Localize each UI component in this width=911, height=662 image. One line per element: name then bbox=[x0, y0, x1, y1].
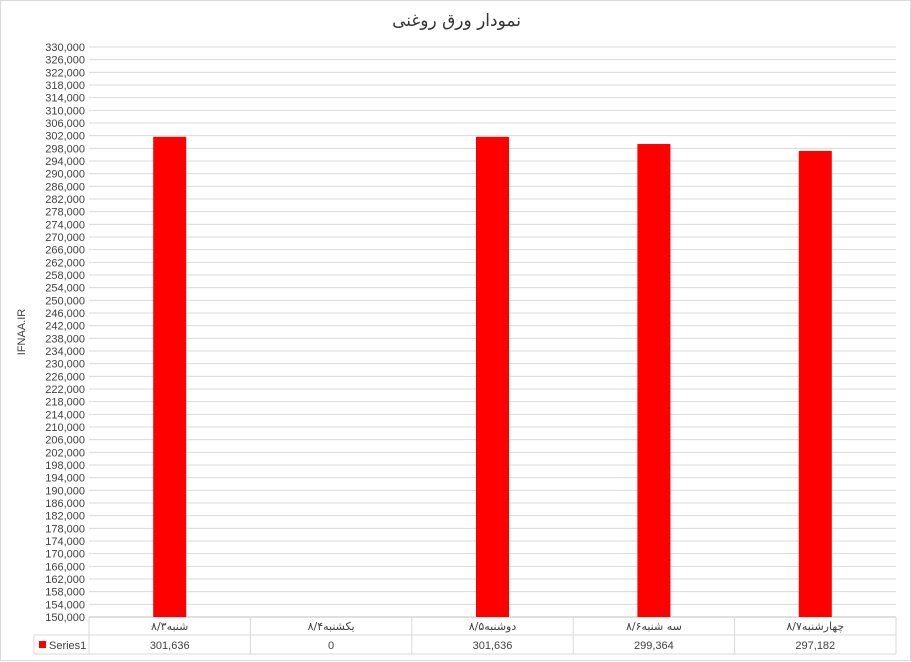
y-tick-label: 318,000 bbox=[45, 80, 85, 92]
y-tick-label: 166,000 bbox=[45, 561, 85, 573]
y-tick-label: 226,000 bbox=[45, 371, 85, 383]
data-label: 0 bbox=[328, 640, 334, 652]
y-tick-label: 278,000 bbox=[45, 207, 85, 219]
y-tick-label: 258,000 bbox=[45, 270, 85, 282]
y-tick-label: 330,000 bbox=[45, 42, 85, 54]
y-tick-label: 274,000 bbox=[45, 219, 85, 231]
y-tick-label: 190,000 bbox=[45, 485, 85, 497]
data-label: 299,364 bbox=[634, 640, 674, 652]
y-tick-label: 270,000 bbox=[45, 232, 85, 244]
y-tick-label: 322,000 bbox=[45, 67, 85, 79]
y-tick-label: 298,000 bbox=[45, 143, 85, 155]
y-tick-label: 218,000 bbox=[45, 397, 85, 409]
x-tick-label: شنبه۸/۳ bbox=[151, 620, 188, 633]
bar bbox=[637, 144, 671, 617]
y-tick-label: 182,000 bbox=[45, 511, 85, 523]
x-tick-label: سه شنبه۸/۶ bbox=[626, 620, 682, 633]
data-label: 301,636 bbox=[150, 640, 190, 652]
y-tick-label: 238,000 bbox=[45, 333, 85, 345]
y-axis-label: IFNAA.IR bbox=[16, 309, 28, 356]
x-tick-label: دوشنبه۸/۵ bbox=[469, 620, 517, 633]
y-tick-label: 178,000 bbox=[45, 523, 85, 535]
legend-label: Series1 bbox=[49, 640, 86, 652]
y-tick-label: 222,000 bbox=[45, 384, 85, 396]
y-tick-label: 214,000 bbox=[45, 409, 85, 421]
y-tick-label: 234,000 bbox=[45, 346, 85, 358]
y-tick-label: 314,000 bbox=[45, 93, 85, 105]
y-tick-label: 290,000 bbox=[45, 169, 85, 181]
y-tick-label: 194,000 bbox=[45, 473, 85, 485]
y-tick-label: 210,000 bbox=[45, 422, 85, 434]
x-tick-label: یکشنبه۸/۴ bbox=[308, 620, 355, 633]
y-tick-label: 254,000 bbox=[45, 283, 85, 295]
bar bbox=[476, 136, 509, 617]
y-tick-label: 306,000 bbox=[45, 118, 85, 130]
bar bbox=[153, 136, 187, 617]
y-tick-label: 162,000 bbox=[45, 574, 85, 586]
x-tick-label: چهارشنبه۸/۷ bbox=[786, 620, 844, 633]
y-tick-label: 174,000 bbox=[45, 536, 85, 548]
chart-title: نمودار ورق روغنی bbox=[392, 11, 521, 31]
y-tick-label: 198,000 bbox=[45, 460, 85, 472]
y-tick-label: 154,000 bbox=[45, 599, 85, 611]
data-label: 301,636 bbox=[473, 640, 513, 652]
data-label: 297,182 bbox=[795, 640, 835, 652]
y-tick-label: 250,000 bbox=[45, 295, 85, 307]
legend-swatch bbox=[39, 641, 46, 648]
y-tick-label: 170,000 bbox=[45, 549, 85, 561]
y-tick-label: 202,000 bbox=[45, 447, 85, 459]
y-tick-label: 266,000 bbox=[45, 245, 85, 257]
y-tick-label: 206,000 bbox=[45, 435, 85, 447]
y-tick-label: 294,000 bbox=[45, 156, 85, 168]
y-tick-label: 246,000 bbox=[45, 308, 85, 320]
y-tick-label: 150,000 bbox=[45, 612, 85, 624]
y-tick-label: 282,000 bbox=[45, 194, 85, 206]
y-tick-label: 230,000 bbox=[45, 359, 85, 371]
y-tick-label: 186,000 bbox=[45, 498, 85, 510]
y-tick-label: 302,000 bbox=[45, 131, 85, 143]
y-tick-label: 310,000 bbox=[45, 105, 85, 117]
y-tick-label: 286,000 bbox=[45, 181, 85, 193]
bar bbox=[798, 150, 832, 618]
y-tick-label: 262,000 bbox=[45, 257, 85, 269]
y-tick-label: 326,000 bbox=[45, 55, 85, 67]
y-tick-label: 242,000 bbox=[45, 321, 85, 333]
y-tick-label: 158,000 bbox=[45, 587, 85, 599]
